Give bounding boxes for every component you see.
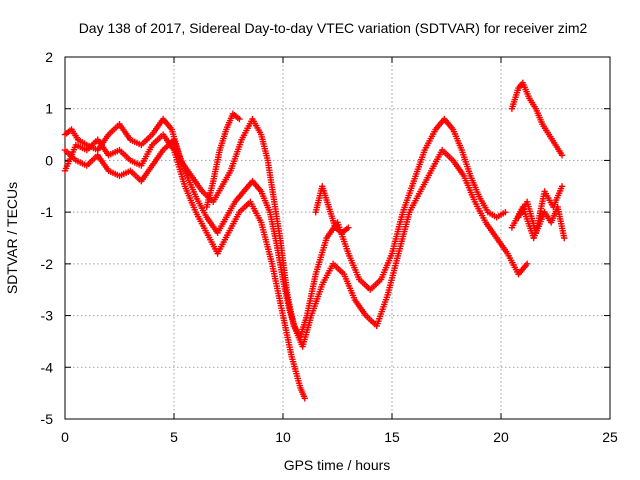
data-point <box>502 208 509 216</box>
chart-title: Day 138 of 2017, Sidereal Day-to-day VTE… <box>79 20 588 36</box>
series-5 <box>312 183 352 237</box>
y-tick-label: -2 <box>41 256 54 272</box>
data-points <box>61 79 568 402</box>
series-6 <box>508 79 566 159</box>
x-tick-label: 5 <box>170 429 178 445</box>
data-point <box>345 224 352 231</box>
x-axis-label: GPS time / hours <box>284 457 391 473</box>
x-tick-label: 15 <box>384 429 400 445</box>
y-tick-label: -5 <box>41 411 54 427</box>
data-point <box>558 183 566 190</box>
data-point <box>523 260 531 268</box>
series-8 <box>515 183 566 237</box>
x-tick-label: 10 <box>275 429 291 445</box>
grid <box>65 57 610 419</box>
y-tick-label: -4 <box>41 359 54 375</box>
y-tick-label: 0 <box>45 152 53 168</box>
x-tick-label: 0 <box>61 429 69 445</box>
series-4 <box>203 110 243 211</box>
series-7 <box>508 203 568 242</box>
x-tick-label: 25 <box>602 429 618 445</box>
data-point <box>236 115 243 123</box>
x-tick-label: 20 <box>493 429 509 445</box>
y-tick-label: 2 <box>45 49 53 65</box>
axis-ticks <box>64 56 611 420</box>
data-point <box>558 152 566 159</box>
y-axis-label: SDTVAR / TECUs <box>4 182 20 294</box>
y-tick-label: 1 <box>45 101 53 117</box>
data-point <box>561 234 568 242</box>
data-point <box>301 395 308 402</box>
plot-frame <box>64 56 611 420</box>
series-2 <box>61 136 531 350</box>
y-tick-label: -3 <box>41 308 54 324</box>
y-tick-label: -1 <box>41 204 54 220</box>
series-3 <box>61 131 308 402</box>
